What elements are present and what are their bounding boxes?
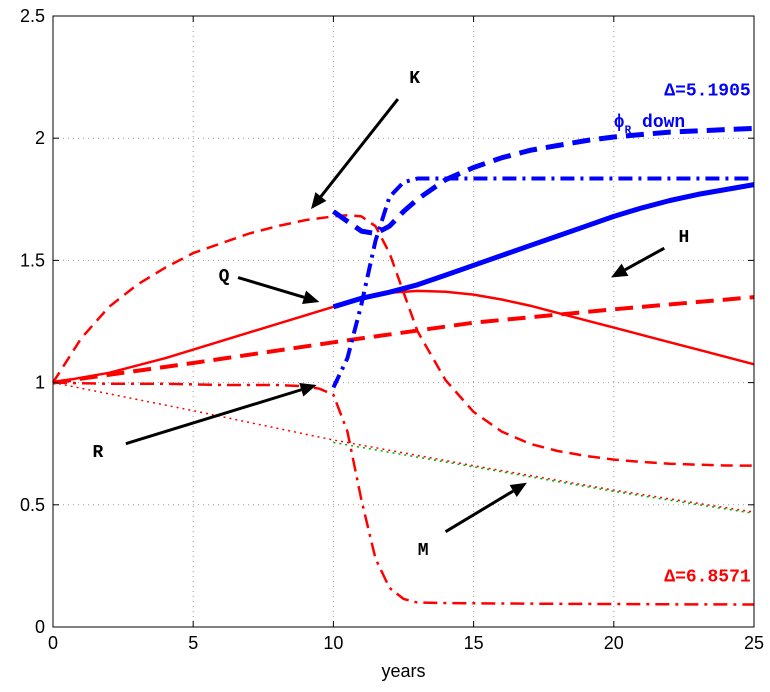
series-line-1 bbox=[52, 289, 755, 384]
annotation-text-1: ϕR down bbox=[614, 113, 685, 137]
series-layer bbox=[51, 125, 755, 606]
x-tick-label: 5 bbox=[188, 633, 198, 653]
arrow-label-r: R bbox=[92, 443, 103, 463]
series-line-2 bbox=[332, 182, 755, 310]
annotation-texts: Δ=5.1905 ϕR down Δ=6.8571 bbox=[614, 81, 751, 587]
arrow-q-head bbox=[302, 290, 320, 305]
annotation-arrows: K Q H R M bbox=[92, 69, 689, 561]
arrow-label-q: Q bbox=[219, 267, 230, 287]
axis-ticks: 0 5 10 15 20 25 0 0.5 1 1.5 2 2.5 bbox=[20, 6, 764, 653]
series-line-6 bbox=[52, 381, 755, 606]
arrow-label-m: M bbox=[418, 541, 429, 561]
arrow-r-shaft bbox=[125, 388, 302, 446]
x-tick-label: 25 bbox=[744, 633, 764, 653]
y-tick-label: 2.5 bbox=[20, 6, 45, 26]
series-line-5 bbox=[331, 176, 754, 389]
arrow-label-k: K bbox=[409, 69, 420, 89]
y-tick-label: 2 bbox=[35, 128, 45, 148]
series-line-4 bbox=[331, 125, 755, 236]
annotation-text-0: Δ=5.1905 bbox=[664, 81, 750, 101]
series-line-7 bbox=[52, 381, 755, 513]
y-tick-label: 1 bbox=[35, 373, 45, 393]
x-tick-label: 15 bbox=[464, 633, 484, 653]
arrow-h-shaft bbox=[624, 246, 665, 272]
plot-frame bbox=[52, 15, 755, 628]
y-tick-label: 1.5 bbox=[20, 250, 45, 270]
arrow-h-head bbox=[610, 263, 629, 278]
y-tick-label: 0.5 bbox=[20, 495, 45, 515]
x-tick-label: 20 bbox=[604, 633, 624, 653]
arrow-m-head bbox=[509, 482, 527, 498]
series-line-0 bbox=[51, 213, 755, 467]
arrow-r-head bbox=[299, 383, 317, 397]
series-line-8 bbox=[333, 441, 755, 515]
x-axis-label: years bbox=[381, 661, 425, 681]
x-tick-label: 0 bbox=[48, 633, 58, 653]
x-tick-label: 10 bbox=[323, 633, 343, 653]
arrow-k-shaft bbox=[319, 98, 400, 198]
arrow-q-shaft bbox=[237, 276, 305, 299]
annotation-text-2: Δ=6.8571 bbox=[664, 568, 751, 588]
arrow-label-h: H bbox=[678, 228, 689, 248]
y-tick-label: 0 bbox=[35, 617, 45, 637]
series-line-3 bbox=[52, 295, 755, 385]
grid bbox=[53, 16, 754, 627]
arrow-m-shaft bbox=[444, 489, 514, 533]
arrow-k-head bbox=[310, 192, 327, 210]
